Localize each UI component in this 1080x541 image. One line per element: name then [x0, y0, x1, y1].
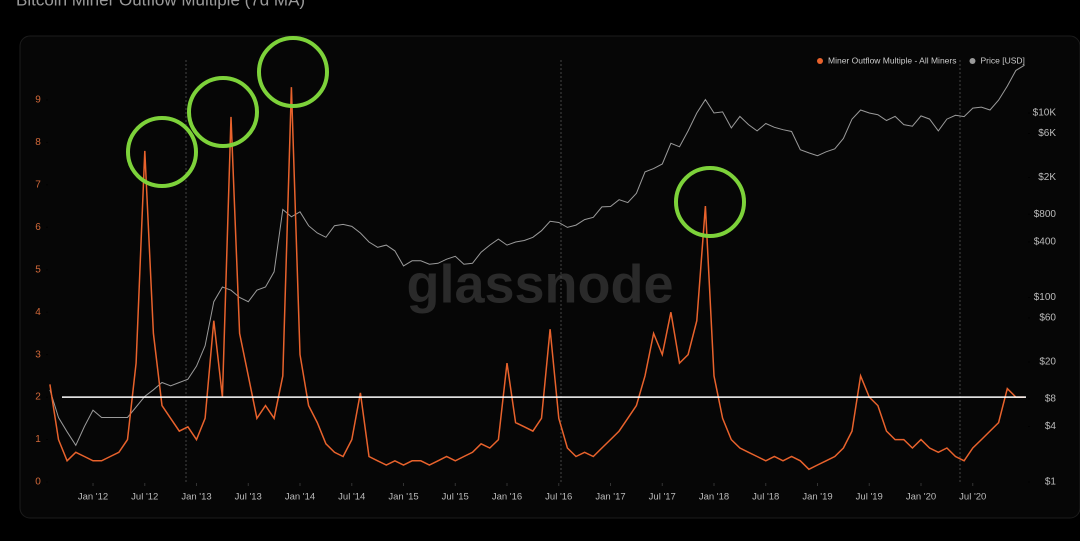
y2-tick-label: $20: [1039, 357, 1056, 368]
y2-tick-label: $6K: [1038, 128, 1056, 139]
y-tick-label: 6: [35, 222, 41, 233]
watermark: glassnode: [406, 254, 673, 314]
x-tick-label: Jan '12: [78, 492, 108, 503]
legend-marker: [817, 58, 823, 64]
x-tick-label: Jan '20: [906, 492, 936, 503]
x-tick-label: Jan '13: [181, 492, 211, 503]
x-tick-label: Jul '17: [649, 492, 676, 503]
multiple-line: [49, 87, 1025, 471]
highlight-circles: [126, 36, 746, 238]
y2-tick-label: $8: [1045, 393, 1057, 404]
x-tick-label: Jan '15: [388, 492, 418, 503]
x-tick-label: Jan '19: [802, 492, 832, 503]
y-tick-label: 2: [35, 392, 41, 403]
y2-tick-label: $4: [1045, 421, 1057, 432]
x-tick-label: Jul '19: [856, 492, 883, 503]
x-tick-label: Jul '13: [235, 492, 262, 503]
legend-label: Price [USD]: [980, 55, 1024, 65]
x-tick-label: Jan '17: [595, 492, 625, 503]
price-line: [49, 64, 1025, 447]
x-tick-label: Jul '16: [545, 492, 572, 503]
x-tick-label: Jul '12: [131, 492, 158, 503]
x-tick-label: Jan '14: [285, 492, 315, 503]
y-tick-label: 0: [35, 477, 41, 488]
y2-tick-label: $1: [1045, 477, 1057, 488]
y2-tick-label: $10K: [1033, 108, 1057, 119]
y-tick-label: 1: [35, 434, 41, 445]
legend-marker: [969, 58, 976, 64]
y-tick-label: 3: [35, 349, 41, 360]
x-tick-label: Jul '18: [752, 492, 779, 503]
x-tick-label: Jul '14: [338, 492, 365, 503]
highlight-circle: [257, 36, 329, 108]
y-tick-label: 9: [35, 95, 41, 106]
y2-tick-label: $400: [1034, 237, 1057, 248]
y2-tick-label: $100: [1034, 292, 1057, 303]
highlight-circle: [674, 166, 746, 238]
chart-title: Bitcoin Miner Outflow Multiple (7d MA): [16, 0, 305, 9]
x-tick-label: Jul '15: [442, 492, 469, 503]
y2-tick-label: $2K: [1038, 172, 1056, 183]
y-tick-label: 7: [35, 179, 41, 190]
y-tick-label: 8: [35, 137, 41, 148]
highlight-circle: [187, 76, 259, 148]
highlight-circle: [126, 116, 198, 188]
legend-label: Miner Outflow Multiple - All Miners: [828, 55, 956, 65]
x-tick-label: Jul '20: [959, 492, 986, 503]
plot-area: [49, 64, 1025, 471]
y2-tick-label: $800: [1034, 209, 1057, 220]
x-tick-label: Jan '16: [492, 492, 522, 503]
y-tick-label: 4: [35, 307, 41, 318]
y-tick-label: 5: [35, 264, 41, 275]
x-tick-label: Jan '18: [699, 492, 729, 503]
y2-tick-label: $60: [1039, 313, 1056, 324]
